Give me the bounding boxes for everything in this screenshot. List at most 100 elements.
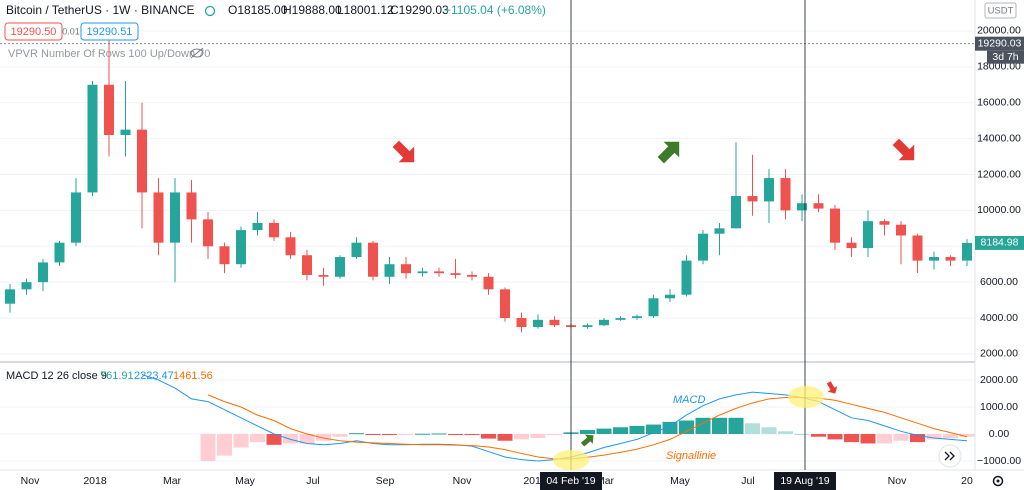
candle-body [450, 273, 461, 275]
candle [252, 212, 263, 236]
arrow-down [392, 140, 415, 163]
candle-body [236, 230, 246, 265]
x-tick-label: Nov [888, 475, 907, 487]
candle-body [384, 264, 395, 277]
settings-icon[interactable] [992, 475, 1004, 487]
histogram-bar [514, 434, 529, 440]
candle-body [830, 208, 840, 243]
candle [318, 267, 329, 286]
candle [87, 81, 98, 197]
candle-body [533, 319, 543, 328]
candle [351, 237, 362, 259]
histogram-bar [530, 434, 546, 439]
candle [434, 267, 444, 277]
candle [896, 221, 906, 265]
grid-layer [0, 30, 975, 462]
histogram-bar [712, 417, 727, 435]
candle-body [285, 237, 296, 256]
candle-body [582, 325, 593, 328]
candle [219, 242, 230, 274]
y-tick-label: 14000.00 [977, 132, 1021, 144]
candle [648, 294, 659, 319]
histogram-bar [200, 434, 216, 462]
y-tick-label: 0.00 [989, 428, 1010, 440]
buy-box[interactable] [80, 22, 139, 41]
candle-body [962, 242, 972, 261]
arrow-down [892, 138, 915, 161]
crosshair-date-box [774, 472, 836, 490]
candle [71, 178, 81, 247]
candle [962, 239, 972, 267]
scroll-button[interactable] [938, 444, 962, 468]
histogram-bar [827, 434, 843, 440]
histogram-bar [398, 434, 414, 436]
candle-body [516, 318, 527, 328]
scroll-icon [944, 451, 955, 461]
histogram-bar [728, 417, 744, 435]
candle [632, 314, 642, 320]
y-tick-label: 1000.00 [980, 401, 1018, 413]
indicator-title: MACD 12 26 close 9 [6, 370, 107, 382]
candle-body [186, 192, 197, 220]
candle-body [467, 274, 477, 277]
candle [549, 316, 560, 328]
histogram-bar [250, 434, 265, 443]
histogram-bar [910, 434, 925, 443]
x-tick-label: 20 [961, 475, 973, 487]
candle [863, 210, 873, 258]
candle [467, 271, 477, 281]
histogram-bar [431, 433, 447, 435]
ohlc-change: +1105.04 (+6.08%) [444, 3, 546, 17]
candle-body [434, 271, 444, 274]
highlight-ellipse [553, 450, 589, 470]
arrow-down [826, 381, 838, 394]
candle-body [615, 318, 626, 320]
candle-body [252, 222, 263, 231]
candle-body [698, 233, 708, 261]
candle-body [120, 129, 131, 136]
x-tick-label: 2018 [83, 475, 107, 487]
candle-body [797, 203, 807, 211]
candle-body [483, 276, 494, 290]
candle-body [731, 196, 741, 229]
candle [104, 34, 114, 157]
candle-body [500, 289, 510, 319]
candle-body [170, 192, 180, 243]
sell-price: 19290.50 [11, 26, 57, 38]
candle-body [368, 242, 378, 277]
candle [830, 204, 840, 250]
currency: USDT [988, 6, 1014, 17]
candle [714, 222, 725, 256]
sell-box[interactable] [4, 22, 63, 41]
hide-icon[interactable] [190, 47, 204, 59]
histogram-bar [596, 428, 612, 435]
candle-body [549, 319, 560, 326]
candle-body [681, 260, 692, 295]
candle [170, 178, 180, 283]
candle [516, 312, 527, 333]
y-tick-label: 20000.00 [977, 25, 1021, 37]
histogram-bar [217, 434, 232, 456]
candle-body [879, 221, 890, 225]
candle-body [153, 192, 164, 243]
y-tick-label: 2000.00 [980, 348, 1018, 360]
x-tick-label: May [235, 475, 256, 487]
candle-body [896, 224, 906, 236]
histogram-bar [860, 434, 876, 444]
candle-body [648, 298, 659, 317]
histogram-bar [877, 434, 892, 444]
candle [846, 237, 857, 258]
highlight-ellipse [788, 386, 824, 408]
candle [698, 230, 708, 265]
ohlc-low: L18001.12 [337, 3, 394, 17]
crosshair-date-label: 19 Aug '19 [780, 475, 829, 487]
candle [203, 212, 213, 259]
candle-body [401, 264, 411, 274]
x-tick-label: Sep [376, 475, 395, 487]
countdown-box [987, 50, 1024, 64]
candle-body [351, 242, 362, 258]
candle-body [747, 196, 758, 202]
currency-box[interactable] [984, 2, 1017, 19]
x-tick-label: Jul [306, 475, 319, 487]
